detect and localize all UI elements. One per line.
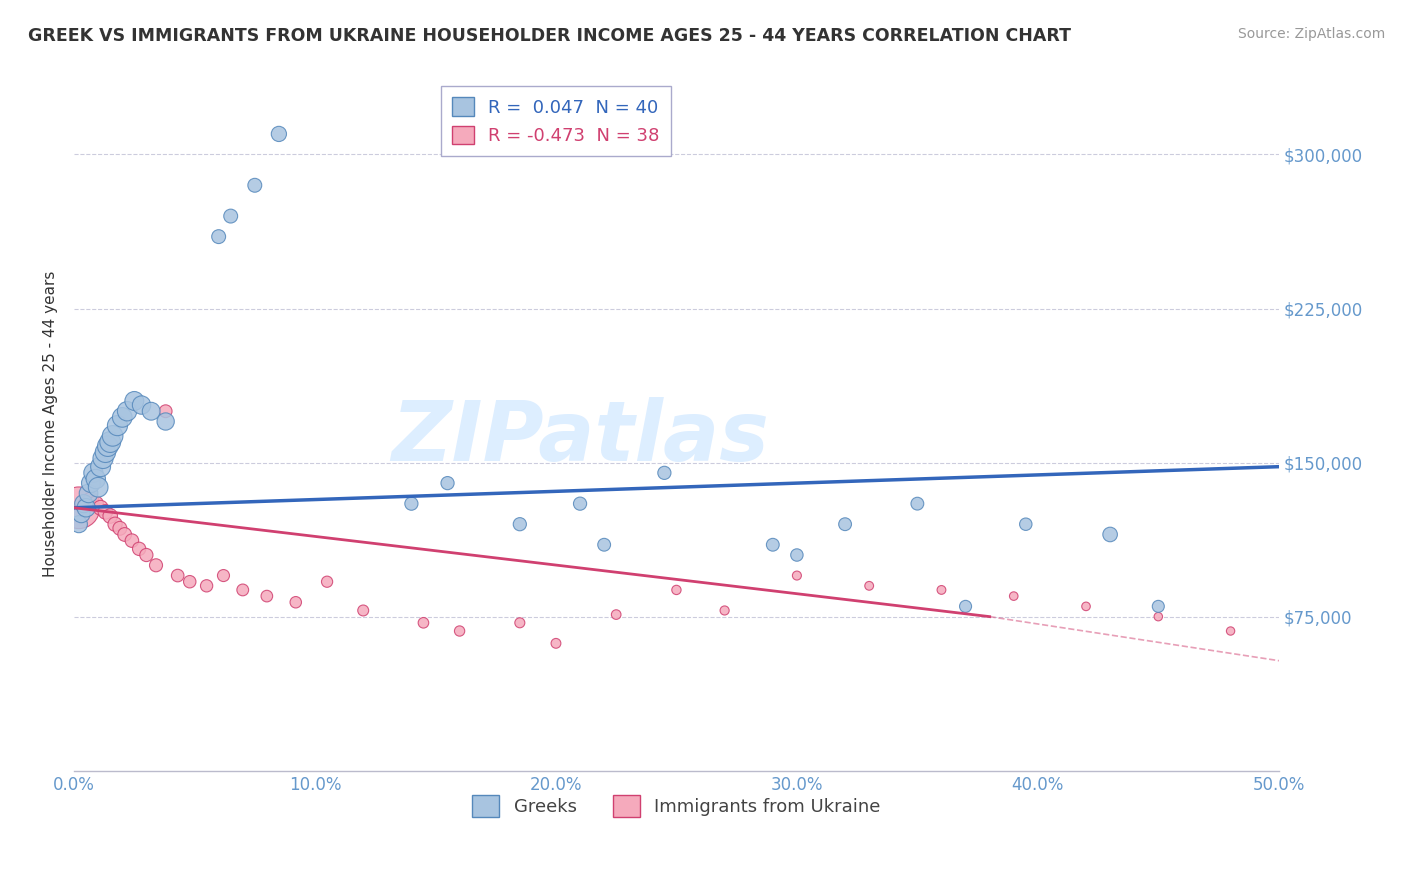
Point — [179, 574, 201, 589]
Point — [84, 472, 107, 486]
Point — [80, 492, 103, 507]
Point — [155, 415, 177, 429]
Point — [654, 466, 676, 480]
Point — [665, 582, 688, 597]
Point — [104, 517, 127, 532]
Point — [114, 527, 136, 541]
Point — [569, 497, 592, 511]
Text: GREEK VS IMMIGRANTS FROM UKRAINE HOUSEHOLDER INCOME AGES 25 - 44 YEARS CORRELATI: GREEK VS IMMIGRANTS FROM UKRAINE HOUSEHO… — [28, 27, 1071, 45]
Point — [141, 404, 163, 418]
Point — [91, 451, 114, 466]
Y-axis label: Householder Income Ages 25 - 44 years: Householder Income Ages 25 - 44 years — [44, 271, 58, 577]
Point — [121, 533, 143, 548]
Point — [98, 435, 121, 450]
Point — [834, 517, 856, 532]
Point — [955, 599, 977, 614]
Point — [75, 497, 97, 511]
Point — [84, 497, 107, 511]
Point — [67, 500, 90, 515]
Point — [145, 558, 167, 573]
Point — [1147, 609, 1170, 624]
Point — [98, 508, 121, 523]
Point — [762, 538, 785, 552]
Point — [115, 404, 138, 418]
Point — [70, 507, 93, 521]
Point — [80, 476, 103, 491]
Point — [858, 579, 880, 593]
Point — [77, 486, 100, 500]
Point — [1219, 624, 1241, 638]
Point — [905, 497, 928, 511]
Point — [401, 497, 423, 511]
Point — [449, 624, 471, 638]
Point — [124, 394, 146, 409]
Point — [131, 398, 153, 412]
Point — [509, 615, 531, 630]
Point — [107, 418, 129, 433]
Point — [509, 517, 531, 532]
Point — [97, 439, 120, 453]
Point — [605, 607, 627, 622]
Point — [87, 480, 110, 494]
Point — [166, 568, 188, 582]
Point — [101, 429, 124, 443]
Text: Source: ZipAtlas.com: Source: ZipAtlas.com — [1237, 27, 1385, 41]
Point — [219, 209, 242, 223]
Point — [1147, 599, 1170, 614]
Point — [1099, 527, 1122, 541]
Point — [111, 410, 134, 425]
Point — [931, 582, 953, 597]
Point — [593, 538, 616, 552]
Point — [232, 582, 254, 597]
Point — [108, 521, 131, 535]
Point — [208, 229, 231, 244]
Point — [412, 615, 434, 630]
Point — [1002, 589, 1025, 603]
Point — [786, 568, 808, 582]
Point — [82, 466, 104, 480]
Point — [94, 505, 117, 519]
Point — [90, 459, 112, 474]
Point — [243, 178, 266, 193]
Point — [90, 500, 112, 515]
Point — [284, 595, 307, 609]
Point — [195, 579, 218, 593]
Point — [713, 603, 735, 617]
Point — [786, 548, 808, 562]
Point — [316, 574, 339, 589]
Point — [212, 568, 235, 582]
Point — [436, 476, 458, 491]
Point — [94, 445, 117, 459]
Point — [155, 404, 177, 418]
Text: ZIPatlas: ZIPatlas — [391, 398, 769, 478]
Point — [128, 541, 150, 556]
Legend: Greeks, Immigrants from Ukraine: Greeks, Immigrants from Ukraine — [465, 788, 889, 824]
Point — [544, 636, 567, 650]
Point — [256, 589, 278, 603]
Point — [135, 548, 157, 562]
Point — [1074, 599, 1097, 614]
Point — [267, 127, 290, 141]
Point — [75, 500, 97, 515]
Point — [1015, 517, 1038, 532]
Point — [67, 517, 90, 532]
Point — [352, 603, 374, 617]
Point — [73, 497, 96, 511]
